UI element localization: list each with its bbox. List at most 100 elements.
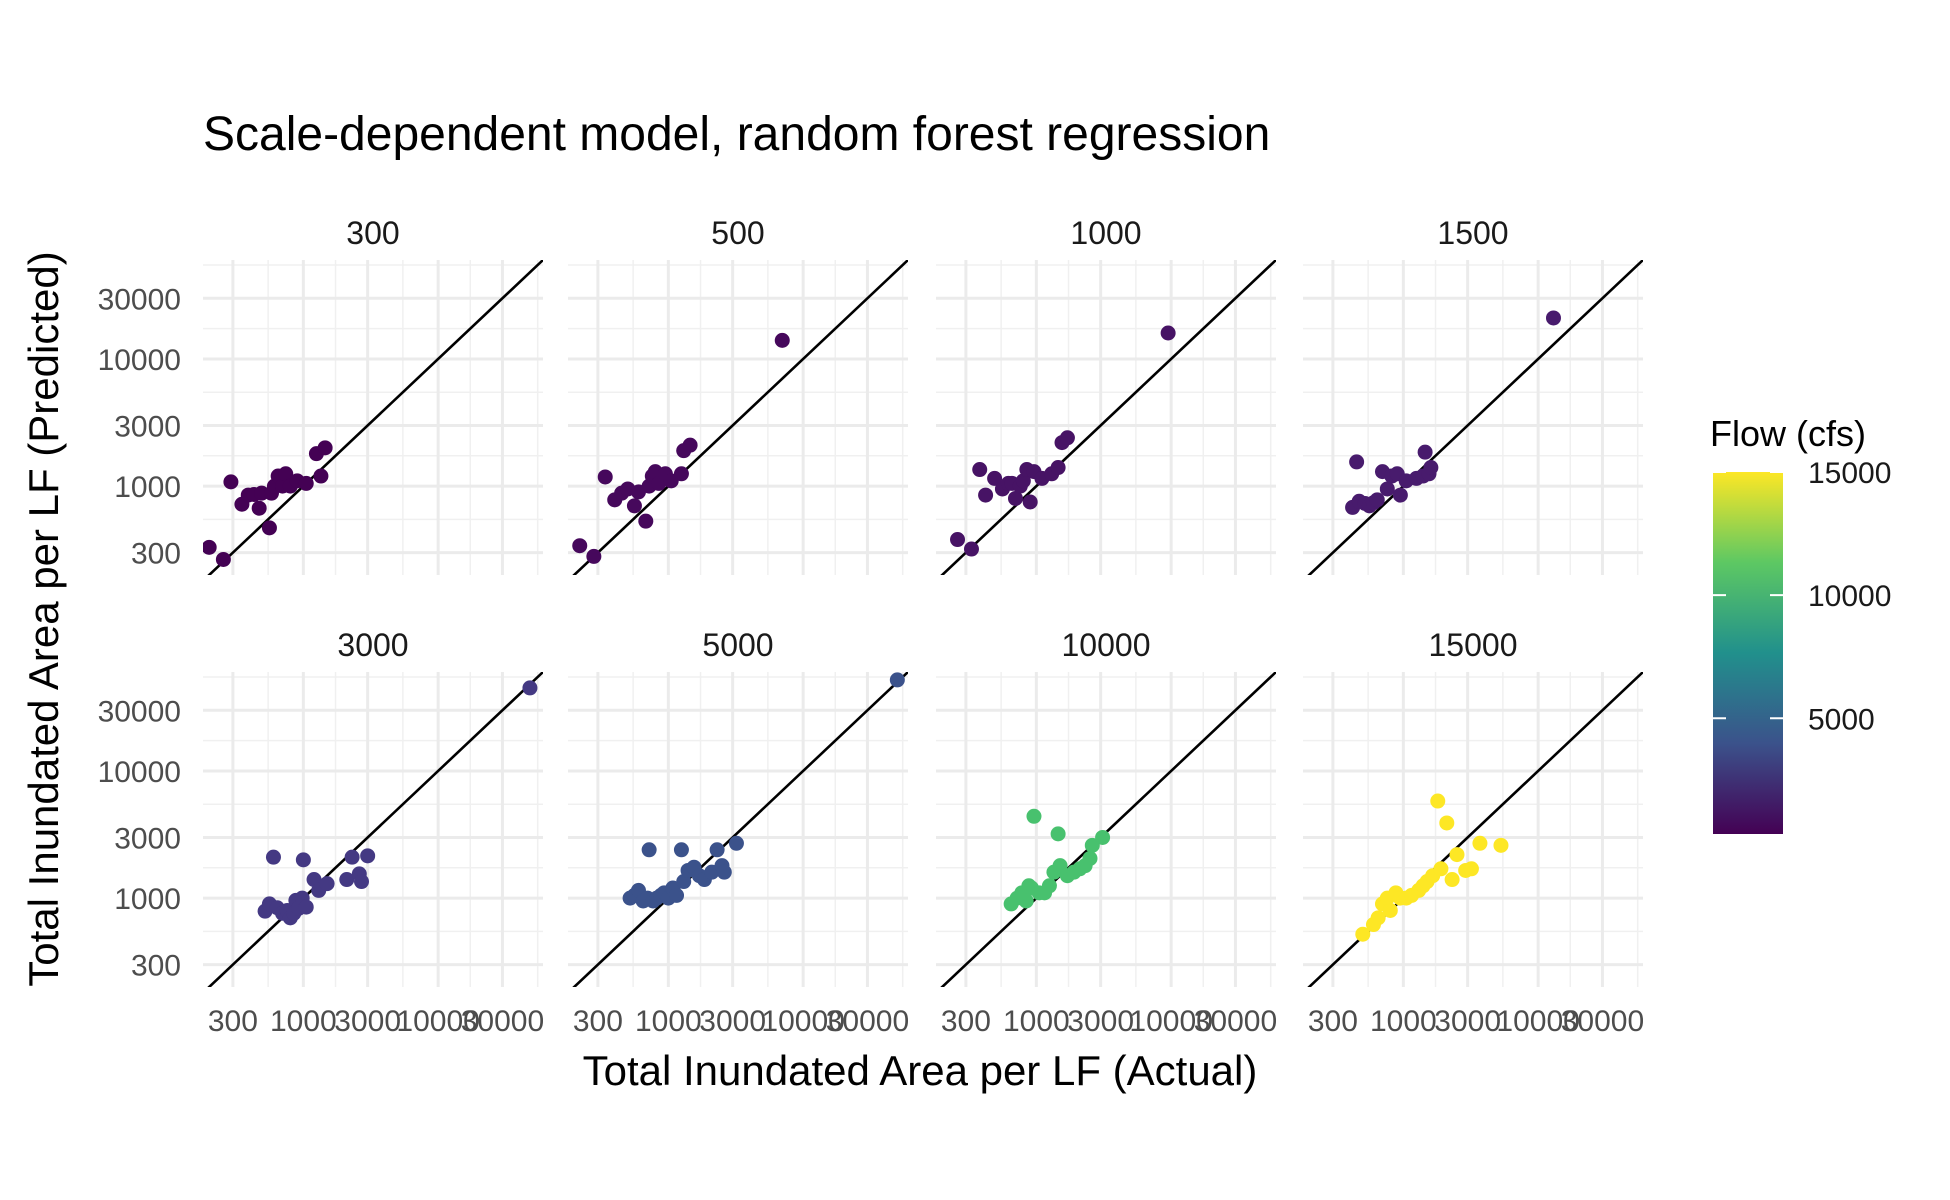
- legend-ticks: 5000 10000 15000: [1713, 457, 1891, 736]
- data-point: [1026, 808, 1042, 824]
- data-point: [339, 872, 355, 888]
- data-point: [1015, 473, 1031, 489]
- x-tick-label: 300: [573, 1005, 623, 1038]
- facet-strip-label: 15000: [1429, 627, 1518, 663]
- y-tick-label: 3000: [114, 410, 181, 443]
- data-point: [1545, 310, 1561, 326]
- y-tick-label: 3000: [114, 822, 181, 855]
- x-tick-label: 30000: [826, 1005, 909, 1038]
- data-point: [682, 437, 698, 453]
- data-point: [317, 440, 333, 456]
- facet-strip-label: 300: [346, 215, 399, 251]
- data-point: [1050, 460, 1066, 476]
- data-point: [522, 680, 538, 696]
- data-point: [1022, 494, 1038, 510]
- data-point: [1007, 490, 1023, 506]
- x-tick-label: 1000: [1370, 1005, 1437, 1038]
- y-tick-label: 30000: [98, 695, 181, 728]
- panel-points: [572, 332, 790, 564]
- data-point: [1493, 837, 1509, 853]
- data-point: [673, 842, 689, 858]
- identity-line: [1307, 260, 1643, 575]
- data-point: [586, 548, 602, 564]
- data-point: [319, 876, 335, 892]
- data-point: [1355, 926, 1371, 942]
- x-tick-label: 30000: [461, 1005, 544, 1038]
- data-point: [638, 513, 654, 529]
- x-tick-label: 30000: [1561, 1005, 1644, 1038]
- data-point: [774, 332, 790, 348]
- data-point: [709, 842, 725, 858]
- data-point: [344, 849, 360, 865]
- x-tick-label: 10000: [761, 1005, 844, 1038]
- legend: Flow (cfs) 5000 10000 15000: [1710, 413, 1891, 834]
- legend-colorbar: [1713, 472, 1783, 834]
- data-point: [298, 475, 314, 491]
- data-point: [716, 864, 732, 880]
- data-point: [963, 541, 979, 557]
- data-point: [987, 470, 1003, 486]
- data-point: [972, 462, 988, 478]
- data-point: [1430, 793, 1446, 809]
- data-point: [1082, 850, 1098, 866]
- data-point: [251, 500, 267, 516]
- x-tick-label: 300: [208, 1005, 258, 1038]
- panel-points: [203, 440, 333, 567]
- data-point: [261, 520, 277, 536]
- y-tick-label: 30000: [98, 283, 181, 316]
- legend-title: Flow (cfs): [1710, 413, 1866, 454]
- data-point: [1433, 861, 1449, 877]
- x-tick-label: 30000: [1194, 1005, 1277, 1038]
- x-tick-label: 10000: [1496, 1005, 1579, 1038]
- data-point: [1369, 492, 1385, 508]
- x-axis-label: Total Inundated Area per LF (Actual): [583, 1047, 1258, 1094]
- data-point: [889, 672, 905, 688]
- identity-line: [572, 672, 908, 987]
- panel-points: [1355, 793, 1509, 942]
- panel-points: [1345, 310, 1561, 515]
- data-point: [641, 842, 657, 858]
- data-point: [950, 532, 966, 548]
- data-point: [1417, 444, 1433, 460]
- x-tick-label: 3000: [1434, 1005, 1501, 1038]
- identity-line: [940, 260, 1276, 575]
- data-point: [1050, 826, 1066, 842]
- data-point: [203, 539, 217, 555]
- data-point: [1449, 847, 1465, 863]
- facet-strip-label: 1500: [1437, 215, 1508, 251]
- data-point: [1059, 430, 1075, 446]
- identity-line: [207, 260, 543, 575]
- y-axis-label: Total Inundated Area per LF (Predicted): [20, 251, 67, 986]
- panel-points: [257, 680, 538, 926]
- x-tick-label: 10000: [1129, 1005, 1212, 1038]
- data-point: [215, 551, 231, 567]
- data-point: [626, 498, 642, 514]
- data-point: [1041, 878, 1057, 894]
- data-point: [978, 487, 994, 503]
- panel-gridlines: [203, 260, 543, 575]
- facet-panel-500: 500: [568, 215, 908, 575]
- data-point: [360, 848, 376, 864]
- x-tick-label: 1000: [270, 1005, 337, 1038]
- x-tick-label: 3000: [1067, 1005, 1134, 1038]
- data-point: [597, 469, 613, 485]
- panel-points: [1003, 808, 1111, 912]
- data-point: [313, 468, 329, 484]
- panel-gridlines: [936, 672, 1276, 987]
- data-point: [1018, 893, 1034, 909]
- data-point: [295, 852, 311, 868]
- data-point: [1379, 481, 1395, 497]
- data-point: [223, 474, 239, 490]
- x-tick-label: 3000: [334, 1005, 401, 1038]
- colorbar-tick-label: 5000: [1808, 703, 1875, 736]
- y-tick-label: 1000: [114, 471, 181, 504]
- panel-points: [950, 325, 1176, 557]
- chart-title: Scale-dependent model, random forest reg…: [203, 108, 1270, 161]
- facet-strip-label: 500: [711, 215, 764, 251]
- y-tick-label: 1000: [114, 883, 181, 916]
